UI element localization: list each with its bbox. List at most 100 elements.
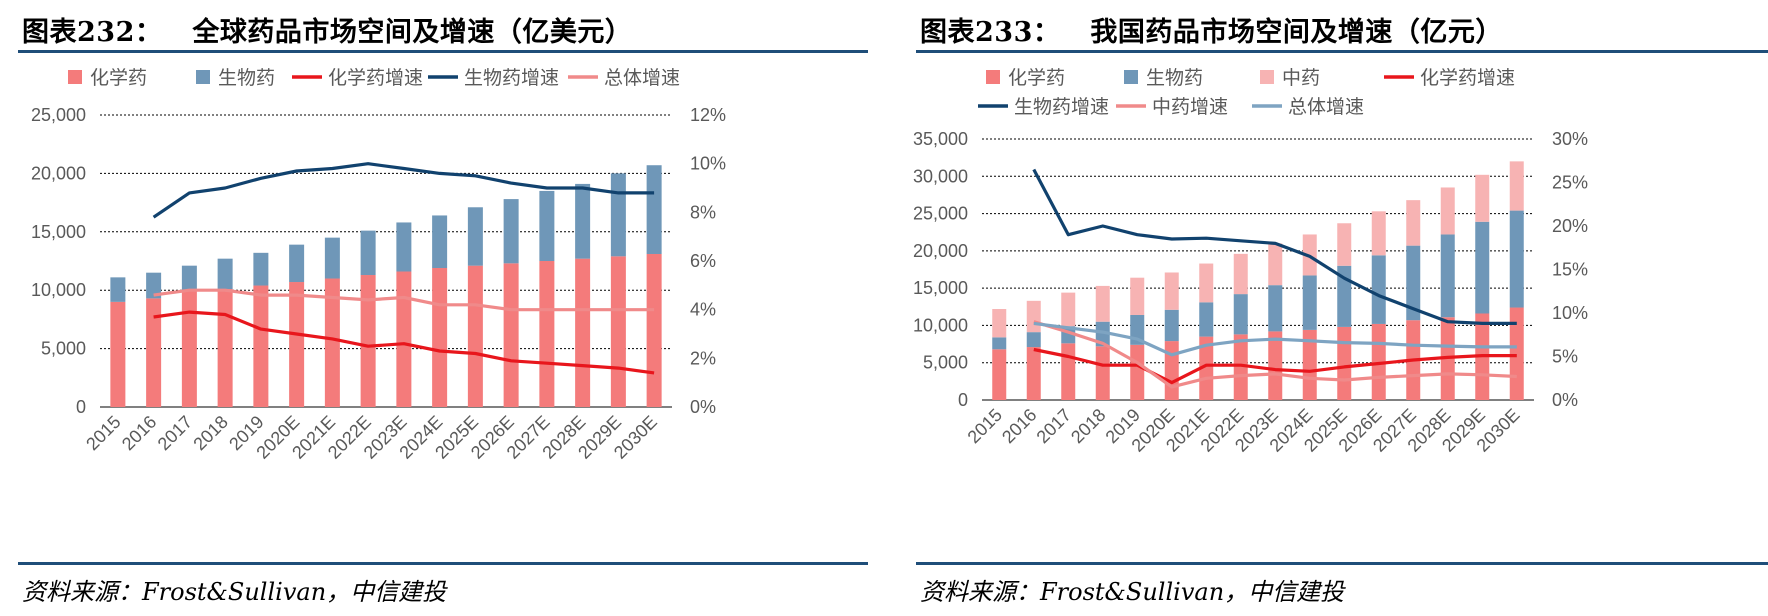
chart-panel-global: 图表232： 全球药品市场空间及增速（亿美元） 0 5,000 10,000 15,00… [0,0,868,616]
legend-swatch [986,70,1000,84]
bar-生物药 [610,173,626,257]
y-right-tick-label: 12% [690,105,726,125]
chart-panel-china: 图表233： 我国药品市场空间及增速（亿元） 0 5,000 10,000 15,000… [898,0,1768,616]
legend-label: 化学药 [90,67,147,89]
bar-化学药 [610,256,626,407]
line-总体增速 [153,288,655,312]
legend-swatch [1260,70,1274,84]
bar-化学药 [467,265,483,407]
y-left-tick-label: 20,000 [913,241,968,261]
bar-中药 [1371,211,1386,256]
global-market-chart: 0 5,000 10,000 15,000 20,000 25,000 0% 2% 4% 6% 8%… [31,67,726,463]
title-divider [916,50,1768,53]
bar-中药 [1440,187,1455,235]
source-divider [18,562,868,565]
figure-title-text: 全球药品市场空间及增速（亿美元） [192,17,633,48]
y-left-tick-label: 0 [958,390,968,410]
y-left-tick-label: 10,000 [913,315,968,335]
y-right-tick-label: 10% [1552,303,1588,323]
bar-生物药 [217,258,233,290]
y-left-tick-label: 5,000 [41,339,86,359]
x-tick-label: 2017 [154,412,196,454]
y-right-tick-label: 15% [1552,260,1588,280]
line-中药增速 [1033,320,1517,389]
bar-生物药 [1268,285,1283,332]
y-left-tick-label: 15,000 [31,222,86,242]
bar-中药 [1406,200,1421,246]
bar-生物药 [253,252,269,286]
legend-label: 生物药 [218,67,275,89]
legend-swatch [196,70,210,84]
x-tick-label: 2015 [964,405,1006,447]
bar-化学药 [1268,331,1283,400]
source-note: 资料来源：Frost&Sullivan，中信建投 [920,578,1345,606]
y-left-tick-label: 5,000 [923,353,968,373]
bar-化学药 [146,298,162,407]
bar-化学药 [1233,334,1248,400]
source-note: 资料来源：Frost&Sullivan，中信建投 [22,578,447,606]
legend-label: 化学药增速 [328,67,423,89]
line-生物药增速 [152,162,655,219]
x-tick-label: 2016 [998,405,1040,447]
bar-生物药 [467,207,483,266]
y-left-tick-label: 25,000 [31,105,86,125]
bar-生物药 [503,199,519,264]
bar-中药 [1475,174,1490,222]
title-divider [18,50,868,53]
x-tick-label: 2017 [1033,405,1075,447]
bar-化学药 [253,285,269,407]
bar-化学药 [1095,346,1110,400]
bar-生物药 [1509,210,1524,308]
bar-生物药 [1233,294,1248,335]
legend-label: 总体增速 [604,67,680,89]
bar-化学药 [539,261,555,407]
bar-生物药 [1302,275,1317,330]
bar-化学药 [181,290,197,407]
figure-title-text: 我国药品市场空间及增速（亿元） [1090,17,1503,48]
bar-中药 [1164,272,1179,310]
y-left-tick-label: 25,000 [913,204,968,224]
y-right-tick-label: 4% [690,300,716,320]
bar-化学药 [646,253,662,407]
bar-生物药 [289,244,305,283]
y-right-tick-label: 8% [690,202,716,222]
legend-swatch [1124,70,1138,84]
legend-label: 生物药 [1146,67,1203,89]
bar-生物药 [575,183,591,259]
bar-化学药 [575,258,591,407]
bar-化学药 [1061,343,1076,400]
bar-化学药 [1337,326,1352,400]
x-tick-label: 2015 [82,412,124,454]
bar-化学药 [432,268,448,407]
legend-label: 化学药 [1008,67,1065,89]
bar-生物药 [646,165,662,254]
legend-label: 总体增速 [1288,96,1364,118]
bar-化学药 [1509,307,1524,400]
y-right-tick-label: 6% [690,251,716,271]
source-divider [916,562,1768,565]
bar-化学药 [1130,344,1145,400]
bar-中药 [992,309,1007,338]
x-tick-label: 2018 [1067,405,1109,447]
bar-化学药 [396,271,412,407]
bar-中药 [1337,223,1352,266]
bar-化学药 [1302,329,1317,400]
figure-label: 图表233： [920,17,1061,48]
bar-生物药 [360,230,376,276]
bar-生物药 [1371,255,1386,324]
bar-化学药 [360,275,376,407]
bar-生物药 [1440,234,1455,318]
bar-化学药 [1026,347,1041,400]
china-market-chart: 0 5,000 10,000 15,000 20,000 25,000 30,000 35,0… [913,67,1588,456]
bar-中药 [1509,161,1524,211]
y-left-tick-label: 10,000 [31,280,86,300]
bar-生物药 [1406,245,1421,321]
line-化学药增速 [1033,347,1517,385]
y-right-tick-label: 25% [1552,173,1588,193]
bar-化学药 [1199,336,1214,400]
y-right-tick-label: 30% [1552,129,1588,149]
y-left-tick-label: 35,000 [913,129,968,149]
line-化学药增速 [153,310,655,375]
legend-label: 化学药增速 [1420,67,1515,89]
legend-label: 中药 [1282,67,1320,89]
